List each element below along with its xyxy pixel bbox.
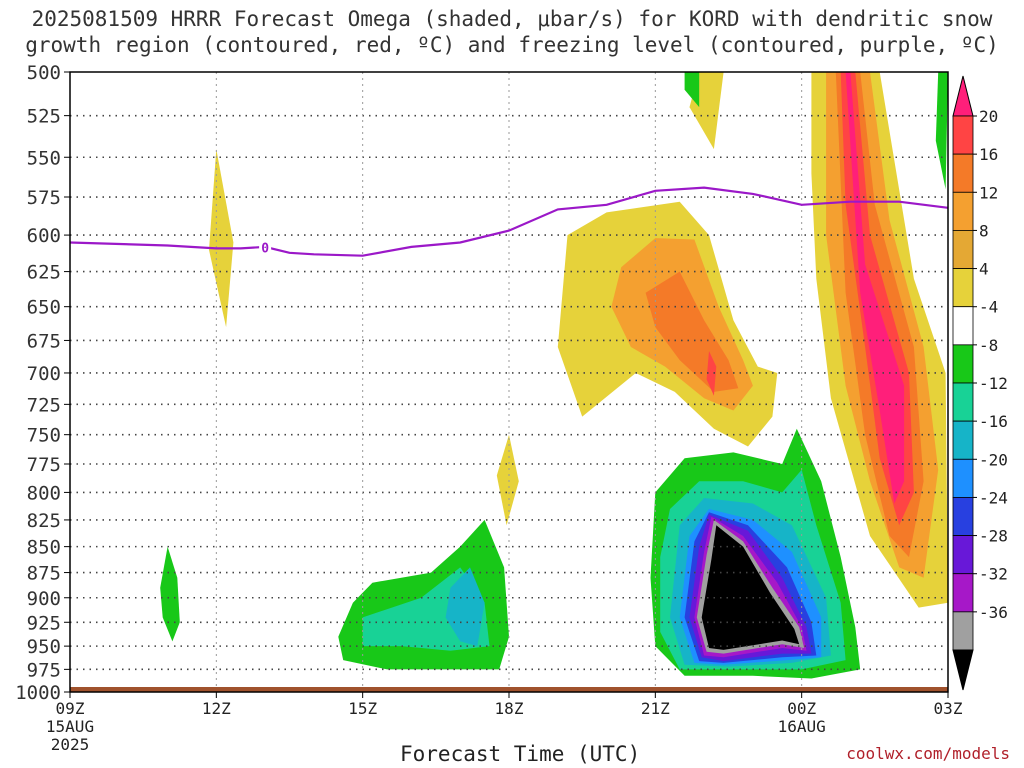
omega-neg4-neg8-area-c bbox=[160, 546, 180, 642]
colorbar-label: 16 bbox=[979, 145, 998, 164]
omega-12-16-area-a bbox=[645, 271, 739, 392]
shaded-region-4 bbox=[684, 72, 700, 108]
shaded-region-5 bbox=[935, 72, 948, 190]
y-tick-label: 725 bbox=[27, 394, 61, 416]
y-tick-label: 525 bbox=[27, 106, 61, 128]
y-tick-label: 650 bbox=[27, 297, 61, 319]
y-tick-label: 950 bbox=[27, 636, 61, 658]
colorbar-block bbox=[952, 230, 974, 269]
grid-layer bbox=[70, 72, 948, 692]
ground-layer bbox=[70, 687, 948, 692]
x-tick-date: 16AUG bbox=[778, 717, 826, 736]
shaded-region-2 bbox=[496, 434, 519, 526]
chart-title-line-1: 2025081509 HRRR Forecast Omega (shaded, … bbox=[31, 7, 993, 31]
x-tick-label: 03Z bbox=[934, 699, 963, 718]
plot-frame bbox=[69, 71, 949, 693]
omega-below-neg36-area bbox=[701, 525, 800, 650]
colorbar-block bbox=[952, 306, 974, 346]
y-tick-label: 875 bbox=[27, 563, 61, 585]
colorbar-label: 4 bbox=[979, 260, 989, 279]
colorbar-label: -24 bbox=[979, 488, 1008, 507]
colorbar-label: -12 bbox=[979, 374, 1008, 393]
y-tick-label: 550 bbox=[27, 147, 61, 169]
freezing-label-bg bbox=[259, 240, 272, 255]
colorbar-block bbox=[952, 382, 974, 422]
colorbar-label: -36 bbox=[979, 603, 1008, 622]
colorbar-label: 8 bbox=[979, 221, 989, 240]
y-tick-label: 825 bbox=[27, 510, 61, 532]
x-tick-label: 21Z bbox=[641, 699, 670, 718]
colorbar-label: -28 bbox=[979, 527, 1008, 546]
x-axis-title: Forecast Time (UTC) bbox=[400, 742, 641, 766]
colorbar-block bbox=[952, 573, 974, 613]
x-tick-label: 15Z bbox=[348, 699, 377, 718]
freezing-level-label: 0 bbox=[261, 241, 269, 256]
colorbar-label: -20 bbox=[979, 450, 1008, 469]
chart-title-line-2: growth region (contoured, red, ºC) and f… bbox=[25, 33, 999, 57]
colorbar-block bbox=[952, 153, 974, 193]
y-tick-label: 750 bbox=[27, 425, 61, 447]
colorbar-label: -32 bbox=[979, 565, 1008, 584]
colorbar-label: -4 bbox=[979, 298, 998, 317]
chart-title: 2025081509 HRRR Forecast Omega (shaded, … bbox=[0, 6, 1024, 58]
colorbar-block bbox=[952, 535, 974, 575]
colorbar-label: -8 bbox=[979, 336, 998, 355]
colorbar: 20 16 12 8 4 -4 -8 -12 -16 -20 -24 -28 -32 -36 bbox=[952, 75, 1008, 691]
colorbar-block bbox=[952, 420, 974, 460]
credit-text: coolwx.com/models bbox=[846, 744, 1010, 763]
omega-over-20-area-b bbox=[845, 72, 905, 504]
ground-strip bbox=[70, 687, 948, 692]
colorbar-block bbox=[952, 115, 974, 155]
y-tick-label: 1000 bbox=[15, 682, 61, 704]
y-tick-label: 925 bbox=[27, 612, 61, 634]
y-tick-label: 775 bbox=[27, 454, 61, 476]
colorbar-block bbox=[952, 458, 974, 498]
y-tick-label: 900 bbox=[27, 588, 61, 610]
y-tick-label: 850 bbox=[27, 537, 61, 559]
x-tick-date: 15AUG bbox=[46, 717, 94, 736]
omega-shading-layer bbox=[160, 72, 948, 679]
y-tick-label: 975 bbox=[27, 659, 61, 681]
y-tick-label: 625 bbox=[27, 262, 61, 284]
y-tick-label: 675 bbox=[27, 330, 61, 352]
x-tick-year: 2025 bbox=[51, 735, 90, 754]
freezing-level-line bbox=[69, 186, 949, 257]
colorbar-block bbox=[952, 344, 974, 384]
shaded-region-1 bbox=[209, 149, 234, 328]
y-tick-label: 700 bbox=[27, 363, 61, 385]
colorbar-bottom-arrow bbox=[952, 649, 974, 691]
y-tick-label: 800 bbox=[27, 482, 61, 504]
colorbar-label: -16 bbox=[979, 412, 1008, 431]
y-tick-label: 600 bbox=[27, 225, 61, 247]
x-tick-label: 18Z bbox=[495, 699, 524, 718]
colorbar-block bbox=[952, 497, 974, 536]
colorbar-label: 20 bbox=[979, 107, 998, 126]
omega-neg12-neg16-area-b bbox=[445, 567, 485, 647]
colorbar-block bbox=[952, 191, 974, 231]
y-tick-label: 500 bbox=[27, 62, 61, 84]
freezing-level-layer: 0 bbox=[69, 186, 949, 257]
x-tick-label: 12Z bbox=[202, 699, 231, 718]
y-axis: 500 525 550 575 600 625 650 675 700 725 750 775 800 8… bbox=[15, 62, 70, 704]
colorbar-top-arrow bbox=[952, 75, 974, 117]
colorbar-block bbox=[952, 268, 974, 308]
colorbar-label: 12 bbox=[979, 183, 998, 202]
x-tick-label: 09Z bbox=[56, 699, 85, 718]
x-tick-label: 00Z bbox=[787, 699, 816, 718]
omega-16-20-area-a bbox=[706, 351, 717, 396]
colorbar-block bbox=[952, 611, 974, 651]
y-tick-label: 575 bbox=[27, 187, 61, 209]
